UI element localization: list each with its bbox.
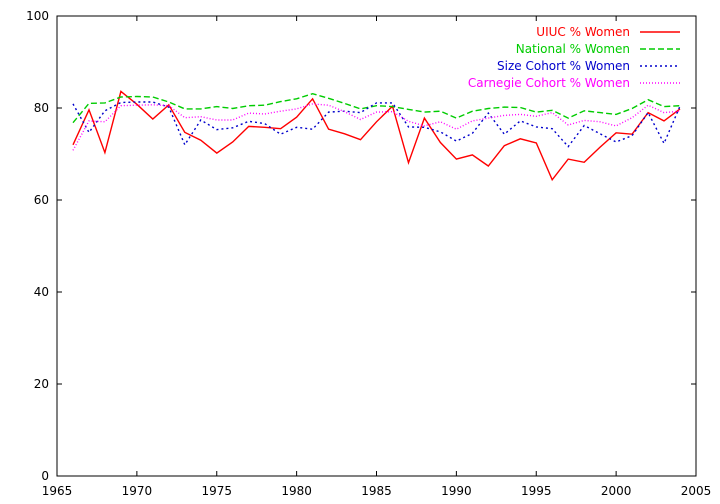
x-tick-label: 1985 — [361, 484, 392, 498]
axis-ticks: 1965 1970 1975 1980 1985 1990 1995 2000 2005 0 20 4… — [26, 9, 711, 498]
y-tick-label: 100 — [26, 9, 49, 23]
legend-label-3: Carnegie Cohort % Women — [468, 76, 630, 90]
legend-label-2: Size Cohort % Women — [497, 59, 630, 73]
series-line-1 — [72, 92, 681, 124]
y-tick-label: 0 — [41, 469, 49, 483]
x-tick-label: 1975 — [201, 484, 232, 498]
series-lines — [72, 90, 681, 182]
legend-label-0: UIUC % Women — [536, 25, 630, 39]
series-line-0 — [72, 90, 681, 182]
series-line-3 — [72, 103, 681, 151]
series-line-2 — [72, 101, 681, 148]
x-tick-label: 1980 — [281, 484, 312, 498]
y-tick-label: 20 — [34, 377, 49, 391]
y-tick-label: 60 — [34, 193, 49, 207]
x-tick-label: 1970 — [122, 484, 153, 498]
legend: UIUC % Women National % Women Size Cohort … — [468, 25, 680, 90]
y-tick-label: 80 — [34, 101, 49, 115]
x-tick-label: 1965 — [42, 484, 73, 498]
x-tick-label: 2005 — [681, 484, 712, 498]
y-tick-label: 40 — [34, 285, 49, 299]
x-tick-label: 2000 — [601, 484, 632, 498]
x-tick-label: 1990 — [441, 484, 472, 498]
x-tick-label: 1995 — [521, 484, 552, 498]
plot-frame — [56, 15, 697, 477]
legend-label-1: National % Women — [516, 42, 630, 56]
